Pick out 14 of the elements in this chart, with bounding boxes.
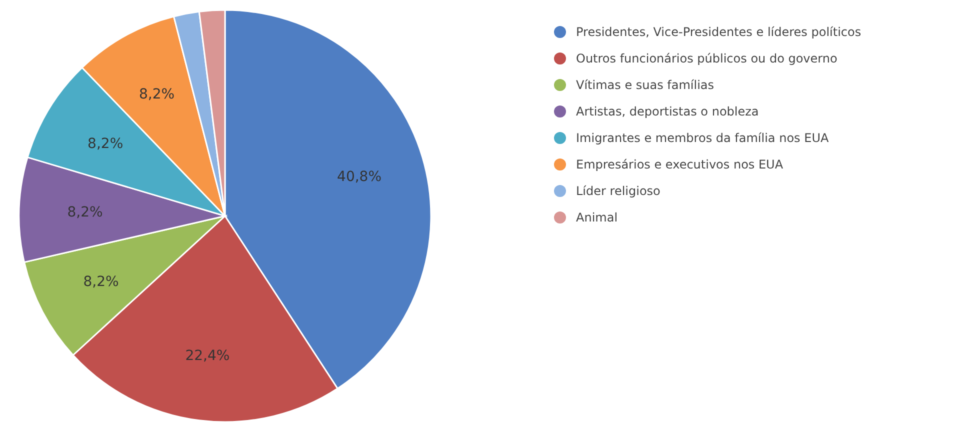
- legend-label: Imigrantes e membros da família nos EUA: [576, 131, 830, 146]
- legend-label: Líder religioso: [576, 184, 660, 198]
- legend-label: Empresários e executivos nos EUA: [576, 158, 784, 172]
- legend-label: Outros funcionários públicos ou do governo: [576, 52, 838, 66]
- data-label: 8,2%: [83, 274, 119, 290]
- legend-label: Vítimas e suas famílias: [576, 78, 714, 92]
- legend-label: Artistas, deportistas o nobleza: [576, 104, 759, 119]
- legend-label: Animal: [576, 210, 618, 225]
- data-label: 8,2%: [88, 136, 124, 152]
- data-label: 40,8%: [337, 168, 382, 185]
- data-label: 8,2%: [138, 86, 175, 103]
- data-label: 22,4%: [185, 348, 230, 364]
- data-label: 8,2%: [67, 204, 103, 220]
- legend-label: Presidentes, Vice-Presidentes e líderes políticos: [576, 25, 862, 40]
